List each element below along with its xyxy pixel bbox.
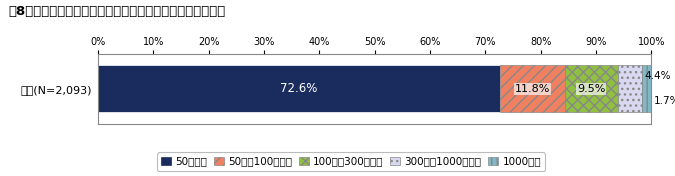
Text: 図8　納入業者の従業員規模【納入業者に対する書面調査】: 図8 納入業者の従業員規模【納入業者に対する書面調査】 <box>8 5 225 18</box>
Text: 4.4%: 4.4% <box>644 71 671 81</box>
Bar <box>500 65 565 112</box>
Bar <box>98 65 500 112</box>
Legend: 50人以下, 50人赨100人以下, 100人赨300人以下, 300人赨1000人以下, 1000人超: 50人以下, 50人赨100人以下, 100人赨300人以下, 300人赨100… <box>157 152 545 171</box>
Bar <box>565 65 618 112</box>
Bar <box>618 65 642 112</box>
Text: 11.8%: 11.8% <box>514 84 550 94</box>
Text: 9.5%: 9.5% <box>577 84 605 94</box>
Text: 72.6%: 72.6% <box>280 82 317 95</box>
Text: 1.7%: 1.7% <box>653 96 675 106</box>
Bar <box>642 65 651 112</box>
